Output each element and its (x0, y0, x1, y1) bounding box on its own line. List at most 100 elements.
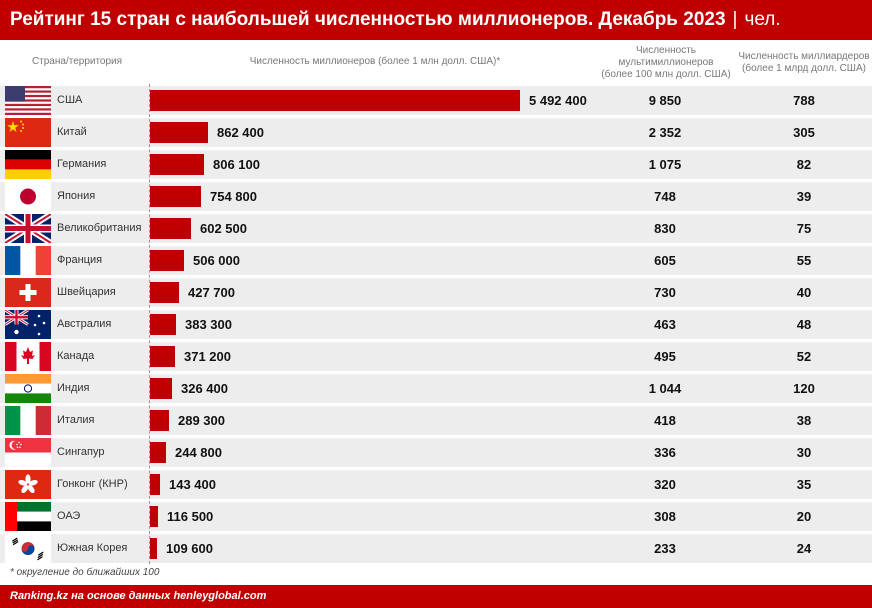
hk-flag-icon (5, 470, 51, 499)
country-name: Великобритания (57, 222, 142, 234)
millionaires-bar (150, 346, 175, 367)
billionaires-value: 75 (796, 221, 812, 236)
table-row: Китай 862 400 2 352 305 (0, 118, 872, 147)
millionaires-bar (150, 90, 520, 111)
multimillionaires-value: 495 (654, 349, 676, 364)
billionaires-value: 52 (796, 349, 812, 364)
country-name: Италия (57, 414, 95, 426)
multimillionaires-value: 748 (654, 189, 676, 204)
multimillionaires-value: 9 850 (648, 93, 682, 108)
table-row: Канада 371 200 495 52 (0, 342, 872, 371)
millionaires-value-label: 383 300 (185, 317, 232, 332)
title-separator: | (732, 9, 738, 30)
in-flag-icon (5, 374, 51, 403)
millionaires-bar (150, 410, 169, 431)
millionaires-bar (150, 250, 184, 271)
country-name: Китай (57, 126, 87, 138)
table-row: Франция 506 000 605 55 (0, 246, 872, 275)
billionaires-value: 82 (796, 157, 812, 172)
millionaires-bar (150, 122, 208, 143)
column-header-multi-line3: (более 100 млн долл. США) (601, 69, 731, 80)
billionaires-value: 35 (796, 477, 812, 492)
ch-flag-icon (5, 278, 51, 307)
us-flag-icon (5, 86, 51, 115)
country-name: Франция (57, 254, 103, 266)
table-row: Австралия 383 300 463 48 (0, 310, 872, 339)
page-header: Рейтинг 15 стран с наибольшей численност… (0, 0, 872, 40)
millionaires-value-label: 602 500 (200, 221, 247, 236)
table-row: Южная Корея 109 600 233 24 (0, 534, 872, 563)
country-name: Индия (57, 382, 90, 394)
millionaires-value-label: 427 700 (188, 285, 235, 300)
table-row: Италия 289 300 418 38 (0, 406, 872, 435)
country-name: Сингапур (57, 446, 105, 458)
millionaires-bar (150, 186, 201, 207)
millionaires-value-label: 143 400 (169, 477, 216, 492)
country-name: Южная Корея (57, 542, 128, 554)
table-row: Индия 326 400 1 044 120 (0, 374, 872, 403)
column-header-multimillionaires: Численность мультимиллионеров (более 100… (596, 45, 736, 81)
table-row: Великобритания 602 500 830 75 (0, 214, 872, 243)
table-row: Швейцария 427 700 730 40 (0, 278, 872, 307)
multimillionaires-value: 730 (654, 285, 676, 300)
de-flag-icon (5, 150, 51, 179)
jp-flag-icon (5, 182, 51, 211)
millionaires-value-label: 754 800 (210, 189, 257, 204)
table-row: Япония 754 800 748 39 (0, 182, 872, 211)
multimillionaires-value: 308 (654, 509, 676, 524)
column-header-billi-line2: (более 1 млрд долл. США) (742, 63, 866, 74)
it-flag-icon (5, 406, 51, 435)
country-name: ОАЭ (57, 510, 81, 522)
country-name: Германия (57, 158, 107, 170)
table-row: Сингапур 244 800 336 30 (0, 438, 872, 467)
millionaires-bar (150, 474, 160, 495)
billionaires-value: 40 (796, 285, 812, 300)
billionaires-value: 38 (796, 413, 812, 428)
billionaires-value: 55 (796, 253, 812, 268)
ae-flag-icon (5, 502, 51, 531)
fr-flag-icon (5, 246, 51, 275)
column-header-millionaires: Численность миллионеров (более 1 млн дол… (249, 56, 501, 67)
footnote: * округление до ближайших 100 (10, 567, 160, 578)
column-header-multi-line1: Численность (635, 45, 697, 56)
multimillionaires-value: 2 352 (648, 125, 682, 140)
page-title: Рейтинг 15 стран с наибольшей численност… (10, 9, 726, 30)
billionaires-value: 20 (796, 509, 812, 524)
millionaires-value-label: 109 600 (166, 541, 213, 556)
multimillionaires-value: 336 (654, 445, 676, 460)
table-row: Германия 806 100 1 075 82 (0, 150, 872, 179)
billionaires-value: 305 (793, 125, 815, 140)
au-flag-icon (5, 310, 51, 339)
country-name: Канада (57, 350, 95, 362)
millionaires-bar (150, 442, 166, 463)
source-footer: Ranking.kz на основе данных henleyglobal… (0, 585, 872, 608)
sg-flag-icon (5, 438, 51, 467)
millionaires-value-label: 289 300 (178, 413, 225, 428)
millionaires-bar (150, 378, 172, 399)
bar-axis-line (149, 84, 150, 564)
millionaires-value-label: 244 800 (175, 445, 222, 460)
table-row: ОАЭ 116 500 308 20 (0, 502, 872, 531)
millionaires-bar (150, 154, 204, 175)
country-name: Гонконг (КНР) (57, 478, 128, 490)
millionaires-value-label: 116 500 (167, 509, 214, 524)
millionaires-value-label: 506 000 (193, 253, 240, 268)
table-row: Гонконг (КНР) 143 400 320 35 (0, 470, 872, 499)
multimillionaires-value: 1 044 (648, 381, 682, 396)
kr-flag-icon (5, 534, 51, 563)
millionaires-bar (150, 506, 158, 527)
multimillionaires-value: 320 (654, 477, 676, 492)
multimillionaires-value: 605 (654, 253, 676, 268)
country-name: США (57, 94, 83, 106)
billionaires-value: 39 (796, 189, 812, 204)
multimillionaires-value: 830 (654, 221, 676, 236)
table-row: США 5 492 400 9 850 788 (0, 86, 872, 115)
cn-flag-icon (5, 118, 51, 147)
billionaires-value: 30 (796, 445, 812, 460)
billionaires-value: 788 (793, 93, 815, 108)
gb-flag-icon (5, 214, 51, 243)
column-header-billi-line1: Численность миллиардеров (738, 51, 870, 62)
column-header-country: Страна/территория (31, 56, 123, 67)
millionaires-bar (150, 218, 191, 239)
country-name: Австралия (57, 318, 112, 330)
